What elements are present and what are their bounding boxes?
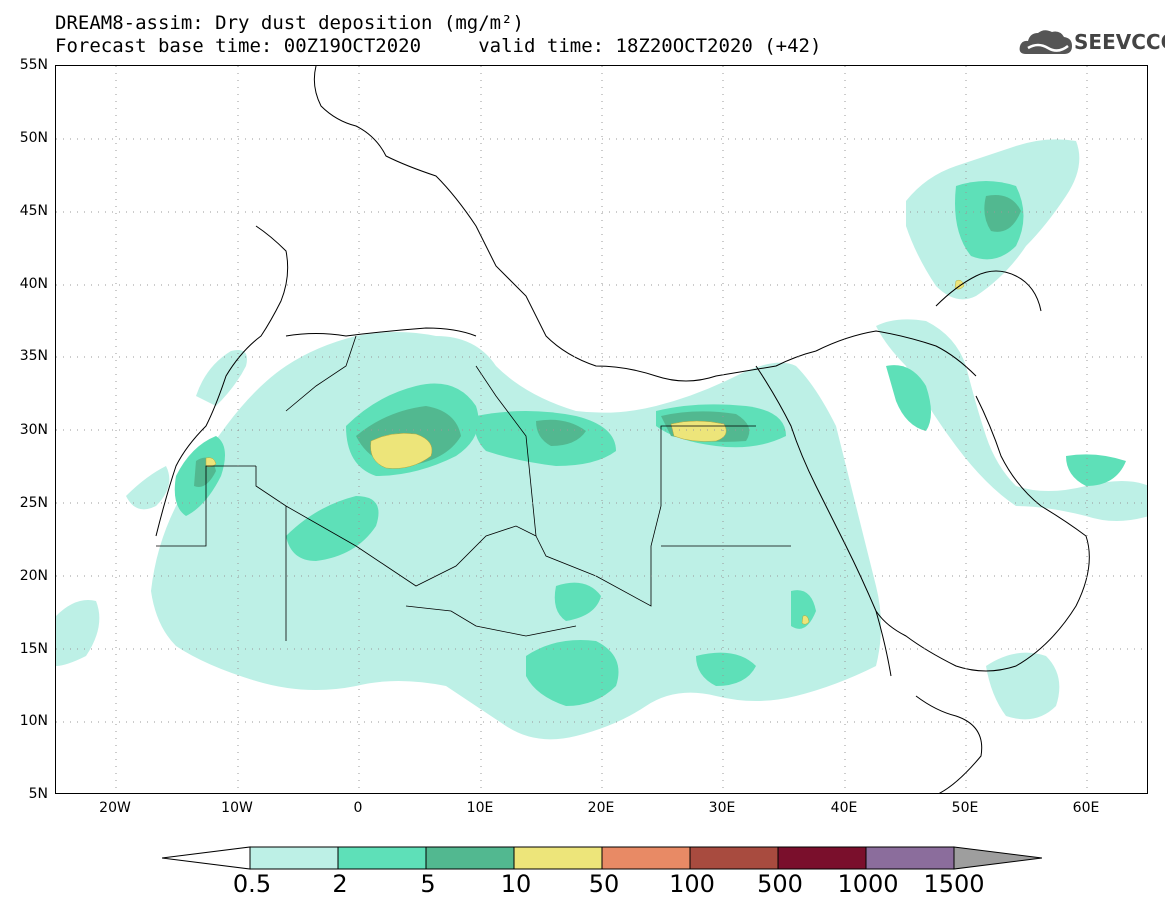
lat-label-40n: 40N xyxy=(19,276,48,292)
legend-swatch-0 xyxy=(249,846,339,870)
legend-swatch-2 xyxy=(425,846,515,870)
legend-swatch-1 xyxy=(337,846,427,870)
lat-label-20n: 20N xyxy=(19,568,48,584)
legend-label-1000: 1000 xyxy=(837,870,899,898)
legend-label-5: 5 xyxy=(420,870,436,898)
coastlines xyxy=(155,66,1090,793)
logo-text: SEEVCCC xyxy=(1074,30,1165,54)
seevccc-logo: SEEVCCC xyxy=(1018,24,1165,60)
lon-label-40e: 40E xyxy=(830,800,858,816)
map-canvas xyxy=(56,66,1147,793)
color-legend-bar xyxy=(161,843,1043,873)
country-borders xyxy=(156,335,791,641)
legend-label-2: 2 xyxy=(332,870,348,898)
lat-label-25n: 25N xyxy=(19,495,48,511)
lat-label-55n: 55N xyxy=(19,57,48,73)
lat-label-10n: 10N xyxy=(19,713,48,729)
cloud-icon xyxy=(1019,30,1072,54)
lon-label-30e: 30E xyxy=(708,800,736,816)
legend-upper-arrow xyxy=(953,846,1043,870)
dust-deposition-map xyxy=(55,65,1148,794)
lat-label-35n: 35N xyxy=(19,348,48,364)
lon-label-10w: 10W xyxy=(221,800,253,816)
legend-label-500: 500 xyxy=(757,870,803,898)
legend-swatch-5 xyxy=(689,846,779,870)
legend-label-0.5: 0.5 xyxy=(232,870,272,898)
legend-swatch-4 xyxy=(601,846,691,870)
lon-label-20e: 20E xyxy=(587,800,615,816)
legend-swatch-7 xyxy=(865,846,955,870)
lon-label-60e: 60E xyxy=(1072,800,1100,816)
map-title: DREAM8-assim: Dry dust deposition (mg/m²… xyxy=(55,12,524,34)
graticule xyxy=(56,66,1147,793)
lat-label-45n: 45N xyxy=(19,203,48,219)
legend-swatch-3 xyxy=(513,846,603,870)
lat-label-15n: 15N xyxy=(19,641,48,657)
lon-label-50e: 50E xyxy=(951,800,979,816)
lat-label-50n: 50N xyxy=(19,130,48,146)
legend-lower-arrow xyxy=(161,846,251,870)
lon-label-10e: 10E xyxy=(466,800,494,816)
lat-label-5n: 5N xyxy=(28,786,48,802)
map-subtitle-times: Forecast base time: 00Z19OCT2020 valid t… xyxy=(55,35,822,57)
legend-label-1500: 1500 xyxy=(923,870,985,898)
legend-label-50: 50 xyxy=(588,870,620,898)
lat-label-30n: 30N xyxy=(19,422,48,438)
legend-label-10: 10 xyxy=(500,870,532,898)
legend-label-100: 100 xyxy=(669,870,715,898)
lon-label-20w: 20W xyxy=(99,800,131,816)
lon-label-0: 0 xyxy=(353,800,363,816)
legend-swatch-6 xyxy=(777,846,867,870)
